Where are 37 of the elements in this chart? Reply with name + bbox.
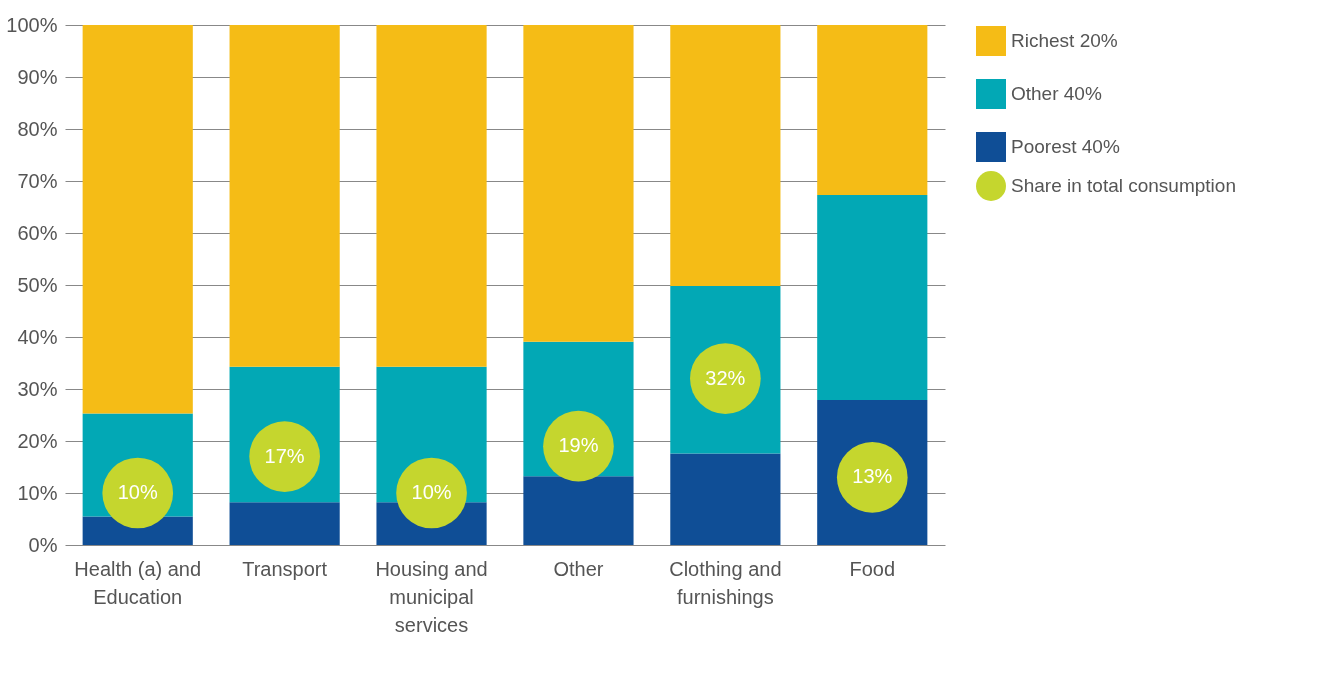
data-label: 10% [117,481,158,503]
bar [523,476,634,545]
x-tick-label: Food [849,557,896,580]
y-tick-label: 40% [17,325,58,348]
data-label: 10% [411,481,452,503]
y-tick-label: 50% [17,273,58,296]
y-tick-label: 90% [17,65,58,88]
x-tick-label: Housing and municipal services [375,557,488,636]
data-label: 32% [705,366,746,389]
bar [670,453,781,545]
data-label: 13% [852,465,893,488]
bar [229,502,340,545]
y-tick-label: 100% [6,13,58,36]
y-tick-label: 30% [17,377,58,400]
bar [523,25,634,342]
x-tick-label: Other [553,557,604,580]
bar [376,25,487,367]
y-tick-label: 0% [28,533,58,556]
legend-label: Poorest 40% [1011,136,1120,157]
y-tick-label: 10% [17,481,58,504]
x-tick-label: Transport [242,557,328,580]
y-tick-label: 80% [17,117,58,140]
data-label: 17% [264,444,305,467]
bar [670,25,781,287]
legend-label: Share in total consumption [1011,175,1236,196]
y-tick-label: 60% [17,221,58,244]
x-tick-label: Health (a) and Education [74,557,202,608]
data-label: 19% [558,434,599,457]
legend-label: Richest 20% [1011,30,1118,51]
bar [817,195,928,400]
bar [229,25,340,367]
legend-label: Other 40% [1011,83,1102,104]
bar [82,25,193,414]
bar [817,25,928,196]
y-tick-label: 70% [17,169,58,192]
x-tick-label: Clothing and furnishings [669,557,782,608]
y-tick-label: 20% [17,429,58,452]
